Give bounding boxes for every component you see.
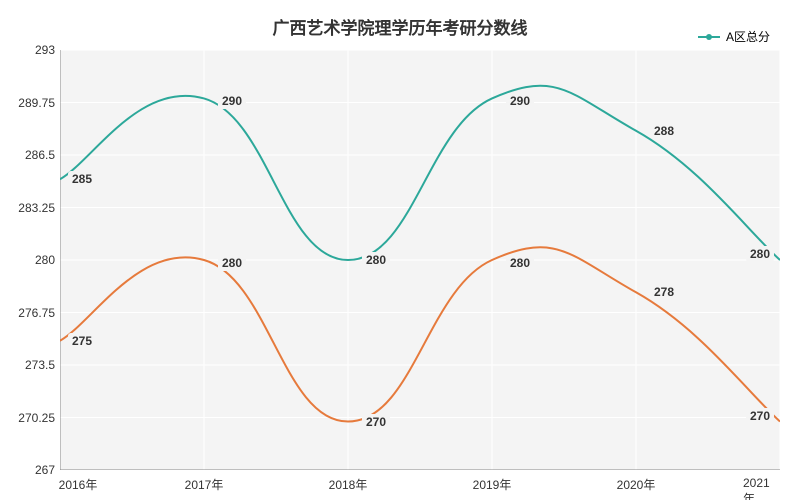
data-label: 285: [68, 171, 96, 187]
chart-title: 广西艺术学院理学历年考研分数线: [0, 14, 800, 39]
y-tick-label: 270.25: [5, 411, 55, 425]
x-tick-label: 2021年: [743, 476, 781, 500]
chart-container: 广西艺术学院理学历年考研分数线 A区总分B区总分 267270.25273.52…: [0, 0, 800, 500]
data-label: 278: [650, 284, 678, 300]
y-tick-label: 286.5: [5, 148, 55, 162]
data-label: 280: [362, 252, 390, 268]
y-tick-label: 276.75: [5, 306, 55, 320]
x-tick-label: 2017年: [185, 476, 224, 493]
data-label: 270: [746, 408, 774, 424]
plot-area: [60, 50, 780, 470]
x-tick-label: 2020年: [617, 476, 656, 493]
y-tick-label: 273.5: [5, 358, 55, 372]
y-tick-label: 293: [5, 43, 55, 57]
data-label: 280: [506, 255, 534, 271]
legend-label: A区总分: [726, 28, 770, 45]
data-label: 288: [650, 123, 678, 139]
y-tick-label: 289.75: [5, 96, 55, 110]
data-label: 280: [218, 255, 246, 271]
x-tick-label: 2018年: [329, 476, 368, 493]
data-label: 270: [362, 414, 390, 430]
x-tick-label: 2019年: [473, 476, 512, 493]
data-label: 280: [746, 246, 774, 262]
x-tick-label: 2016年: [59, 476, 98, 493]
y-tick-label: 283.25: [5, 201, 55, 215]
y-tick-label: 267: [5, 463, 55, 477]
legend-swatch: [698, 36, 720, 38]
plot-svg: [60, 50, 780, 470]
data-label: 275: [68, 333, 96, 349]
data-label: 290: [218, 93, 246, 109]
y-tick-label: 280: [5, 253, 55, 267]
legend-item: A区总分: [698, 28, 770, 45]
data-label: 290: [506, 93, 534, 109]
